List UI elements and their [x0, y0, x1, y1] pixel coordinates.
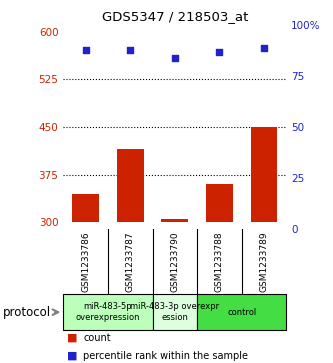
Text: miR-483-3p overexpr
ession: miR-483-3p overexpr ession	[130, 302, 219, 322]
Text: GSM1233790: GSM1233790	[170, 231, 179, 292]
Text: GSM1233788: GSM1233788	[215, 231, 224, 292]
Text: GSM1233787: GSM1233787	[126, 231, 135, 292]
Point	[128, 47, 133, 53]
Bar	[162, 219, 188, 222]
Bar	[72, 194, 99, 222]
Text: ■: ■	[67, 333, 77, 343]
Bar	[251, 127, 277, 222]
Text: protocol: protocol	[3, 306, 52, 319]
Point	[217, 49, 222, 55]
Bar	[63, 294, 153, 330]
Text: GSM1233789: GSM1233789	[259, 231, 269, 292]
Title: GDS5347 / 218503_at: GDS5347 / 218503_at	[102, 10, 248, 23]
Bar	[153, 294, 197, 330]
Bar	[197, 294, 286, 330]
Text: percentile rank within the sample: percentile rank within the sample	[83, 351, 248, 361]
Point	[172, 55, 177, 61]
Text: GSM1233786: GSM1233786	[81, 231, 90, 292]
Point	[83, 47, 88, 53]
Bar	[117, 149, 144, 222]
Text: count: count	[83, 333, 111, 343]
Text: miR-483-5p
overexpression: miR-483-5p overexpression	[76, 302, 140, 322]
Point	[261, 45, 267, 51]
Text: ■: ■	[67, 351, 77, 361]
Text: control: control	[227, 308, 256, 317]
Bar	[206, 184, 233, 222]
